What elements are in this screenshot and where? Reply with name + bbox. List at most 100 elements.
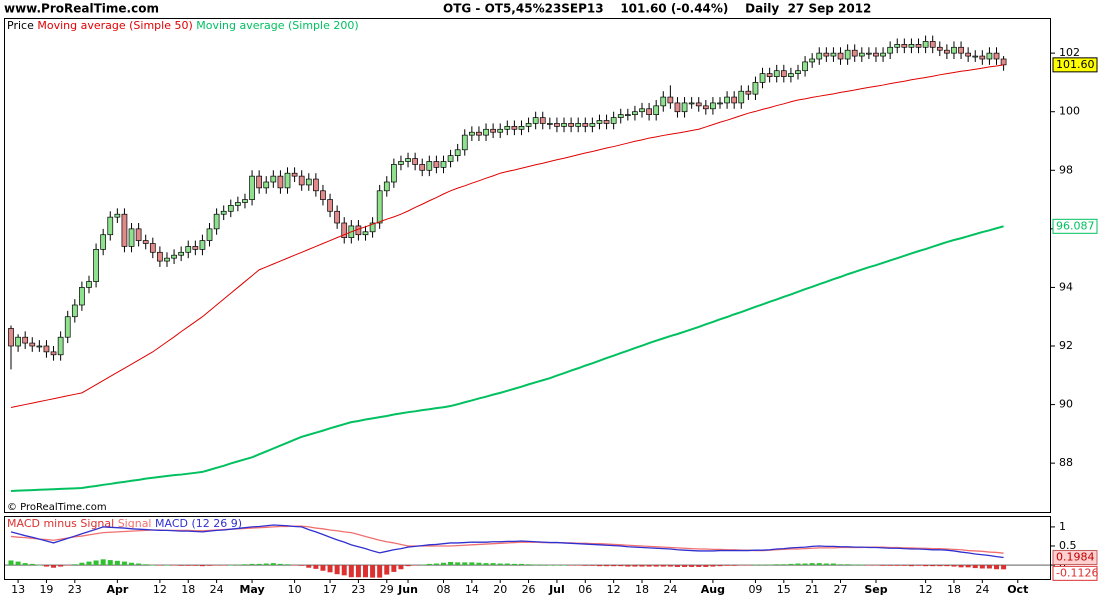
candle-body <box>142 240 149 244</box>
candle-body <box>866 52 872 55</box>
histogram-bar <box>348 565 354 578</box>
histogram-bar <box>51 565 57 568</box>
histogram-bar <box>285 564 291 566</box>
x-tick-label: 18 <box>947 583 961 596</box>
histogram-bar <box>221 565 227 566</box>
candle-body <box>575 123 582 127</box>
candle-body <box>568 123 574 127</box>
x-tick-label: 12 <box>607 583 621 596</box>
candle-body <box>653 105 660 115</box>
candle-body <box>639 108 645 113</box>
candle-body <box>114 213 121 218</box>
histogram-bar <box>299 565 305 566</box>
histogram-bar <box>79 562 85 566</box>
histogram-bar <box>462 562 468 566</box>
candle-body <box>376 190 383 224</box>
legend-entry: Price <box>7 19 34 32</box>
candle-body <box>93 249 99 282</box>
candle-body <box>582 123 589 127</box>
histogram-bar <box>852 564 858 566</box>
candle-body <box>717 102 723 105</box>
histogram-bar <box>476 562 482 566</box>
x-tick-label: 23 <box>351 583 365 596</box>
candle-body <box>546 123 553 125</box>
histogram-bar <box>22 563 28 566</box>
histogram-bar <box>143 564 149 566</box>
candle-body <box>929 41 936 48</box>
candle-body <box>936 46 943 51</box>
candle-body <box>1000 58 1007 66</box>
histogram-bar <box>419 564 425 566</box>
x-tick-label: 24 <box>975 583 989 596</box>
candle-body <box>213 213 220 230</box>
histogram-bar <box>171 565 177 566</box>
histogram-bar <box>100 559 106 566</box>
histogram-bar <box>72 564 78 566</box>
histogram-bar <box>8 560 14 566</box>
candle-body <box>22 336 29 344</box>
candle-body <box>412 158 418 165</box>
candle-body <box>36 345 43 348</box>
histogram-bar <box>533 564 539 566</box>
histogram-bar <box>157 565 163 566</box>
histogram-bar <box>788 563 794 566</box>
candle-body <box>901 44 908 48</box>
candle-body <box>738 90 745 104</box>
candle-body <box>816 52 823 60</box>
candle-body <box>603 120 610 124</box>
x-tick-label: 23 <box>68 583 82 596</box>
x-tick-label: 27 <box>834 583 848 596</box>
histogram-bar <box>979 565 985 569</box>
histogram-bar <box>845 564 851 566</box>
histogram-bar <box>696 565 702 567</box>
candle-body <box>164 257 170 262</box>
histogram-bar <box>242 564 248 566</box>
value-marker-label: 101.60 <box>1056 58 1095 71</box>
candle-body <box>100 234 107 250</box>
candle-body <box>837 52 844 60</box>
histogram-bar <box>114 560 120 566</box>
histogram-bar <box>674 565 680 567</box>
histogram-bar <box>370 565 376 578</box>
candle-body <box>958 46 964 54</box>
candle-body <box>532 117 539 124</box>
histogram-bar <box>121 561 127 566</box>
candle-body <box>277 175 284 189</box>
candle-body <box>809 58 816 63</box>
histogram-bar <box>185 565 191 566</box>
x-tick-label: 08 <box>436 583 450 596</box>
candle-body <box>341 222 348 238</box>
legend-entry: MACD minus Signal <box>7 517 114 530</box>
candle-body <box>773 70 780 77</box>
histogram-bar <box>689 565 695 567</box>
legend-entry: Moving average (Simple 200) <box>196 19 358 32</box>
histogram-bar <box>568 565 574 566</box>
histogram-bar <box>894 565 900 566</box>
candle-body <box>383 181 390 192</box>
candle-body <box>29 342 36 347</box>
histogram-bar <box>207 565 213 566</box>
x-tick-label: May <box>239 583 264 596</box>
site-label: www.ProRealTime.com <box>4 2 159 16</box>
candle-body <box>972 55 979 58</box>
histogram-bar <box>178 565 184 566</box>
candle-body <box>313 178 319 192</box>
candle-body <box>242 199 248 203</box>
x-tick-label: 12 <box>153 583 167 596</box>
value-marker-label: 0.1984 <box>1056 550 1095 563</box>
candle-body <box>667 96 674 104</box>
x-tick-label: 15 <box>777 583 791 596</box>
histogram-bar <box>582 565 588 566</box>
histogram-bar <box>334 565 340 575</box>
histogram-bar <box>235 564 241 566</box>
candle-body <box>745 90 752 95</box>
histogram-bar <box>65 565 71 566</box>
candle-body <box>235 202 241 206</box>
x-tick-label: Sep <box>864 583 887 596</box>
candle-body <box>986 52 993 60</box>
histogram-bar <box>355 565 361 578</box>
histogram-bar <box>490 563 496 566</box>
histogram-bar <box>873 565 879 566</box>
histogram-bar <box>320 565 326 571</box>
